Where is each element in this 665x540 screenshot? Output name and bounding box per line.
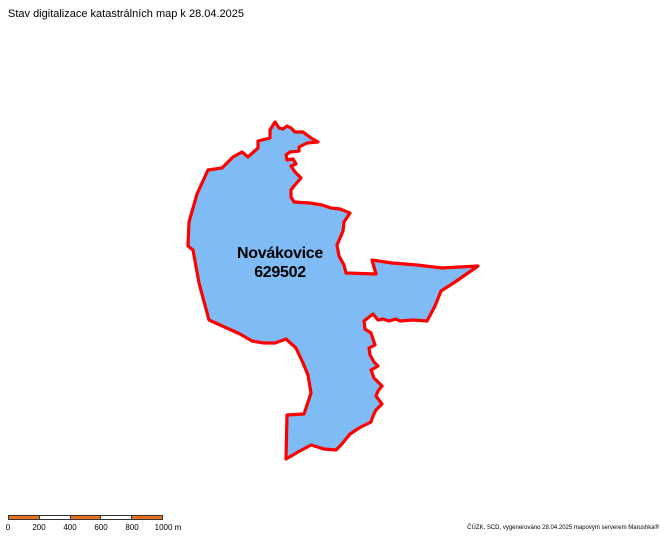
area-name: Novákovice [237,245,323,262]
scale-segment [101,515,133,520]
scale-segment [8,515,40,520]
scale-labels: 0 200 400 600 800 1000 m [0,523,200,535]
area-code: 629502 [254,264,306,281]
scale-tick-label: 200 [32,523,46,532]
cadastral-area-polygon[interactable] [186,120,480,461]
scale-segment [70,515,102,520]
scale-tick-label: 800 [125,523,139,532]
scale-tick-label: 1000 m [154,523,182,532]
scale-tick-label: 0 [5,523,11,532]
map-title: Stav digitalizace katastrálních map k 28… [8,8,245,20]
scale-segment [132,515,163,520]
map-credit: ČÚZK, SCD, vygenerováno 28.04.2025 mapov… [467,525,659,531]
scale-bar [8,515,163,520]
area-label: Novákovice 629502 [225,244,335,282]
scale-tick-label: 600 [94,523,108,532]
scale-segment [39,515,71,520]
scale-tick-label: 400 [63,523,77,532]
